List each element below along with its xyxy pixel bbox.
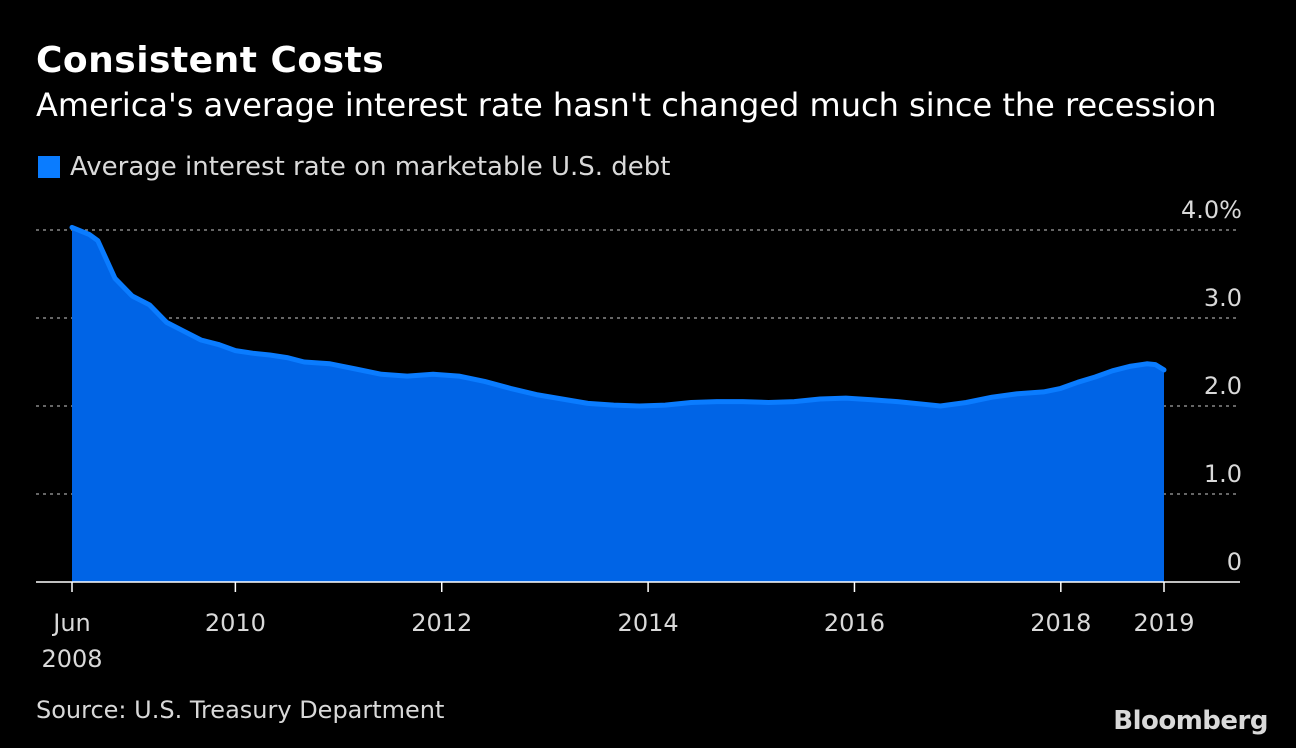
x-tick-label-3: 2014 xyxy=(618,609,679,637)
area-layer xyxy=(69,224,1167,582)
y-tick-label-2: 2.0 xyxy=(1204,372,1242,400)
x-tick-label-6: 2019 xyxy=(1133,609,1194,637)
y-tick-label-0: 0 xyxy=(1227,548,1242,576)
x-tick-label-5: 2018 xyxy=(1030,609,1091,637)
axis-layer: 0 1.0 2.0 3.0 4.0% Jun 2008 2010 2012 2014 2016 201… xyxy=(36,196,1242,673)
series-area xyxy=(72,227,1164,582)
legend-label: Average interest rate on marketable U.S.… xyxy=(70,152,671,182)
x-tick-label-1: 2010 xyxy=(205,609,266,637)
bloomberg-logo: Bloomberg xyxy=(1113,706,1268,736)
x-tick-label-4: 2016 xyxy=(824,609,885,637)
y-tick-label-1: 1.0 xyxy=(1204,460,1242,488)
series-line xyxy=(69,224,1167,409)
legend-swatch xyxy=(38,156,60,178)
legend: Average interest rate on marketable U.S.… xyxy=(38,152,671,182)
x-tick-label-2: 2012 xyxy=(411,609,472,637)
y-tick-label-3: 3.0 xyxy=(1204,284,1242,312)
source-note: Source: U.S. Treasury Department xyxy=(36,696,445,724)
x-tick-label-0: Jun xyxy=(51,609,91,637)
chart-title: Consistent Costs xyxy=(36,40,385,81)
y-tick-label-4: 4.0% xyxy=(1181,196,1242,224)
chart-subtitle: America's average interest rate hasn't c… xyxy=(36,86,1217,124)
x-tick-label-0-line2: 2008 xyxy=(41,645,102,673)
